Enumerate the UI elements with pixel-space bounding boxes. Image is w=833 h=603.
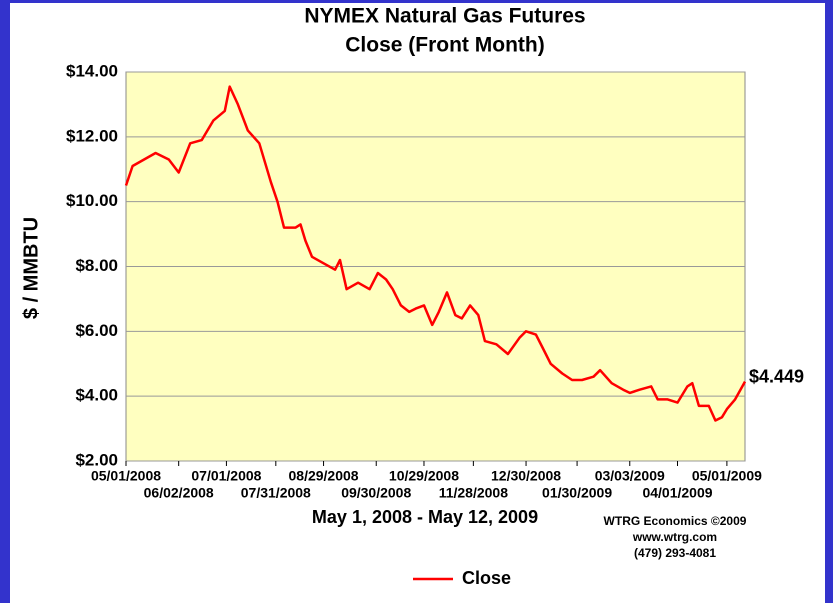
x-tick-label: 03/03/2009 xyxy=(595,468,665,484)
frame-left xyxy=(0,0,10,603)
frame-right xyxy=(825,0,833,603)
chart-subtitle: Close (Front Month) xyxy=(345,34,544,57)
y-tick-label: $8.00 xyxy=(75,256,118,275)
credit: www.wtrg.com xyxy=(632,530,717,544)
credit: (479) 293-4081 xyxy=(634,546,716,560)
y-tick-label: $6.00 xyxy=(75,321,118,340)
y-tick-label: $10.00 xyxy=(66,191,118,210)
x-tick-label: 12/30/2008 xyxy=(491,468,561,484)
x-tick-label: 08/29/2008 xyxy=(289,468,359,484)
x-tick-label: 07/01/2008 xyxy=(191,468,261,484)
chart-title: NYMEX Natural Gas Futures xyxy=(304,5,585,28)
x-tick-label: 01/30/2009 xyxy=(542,485,612,501)
x-tick-label: 09/30/2008 xyxy=(341,485,411,501)
series-line xyxy=(124,85,747,422)
end-annotation: $4.449 xyxy=(749,366,804,386)
y-axis-label: $ / MMBTU xyxy=(20,217,42,319)
x-tick-label: 04/01/2009 xyxy=(642,485,712,501)
x-tick-label: 06/02/2008 xyxy=(144,485,214,501)
y-tick-label: $4.00 xyxy=(75,386,118,405)
y-tick-label: $14.00 xyxy=(66,61,118,80)
x-tick-label: 11/28/2008 xyxy=(439,485,509,501)
y-tick-label: $2.00 xyxy=(75,450,118,469)
x-tick-label: 07/31/2008 xyxy=(241,485,311,501)
legend-label: Close xyxy=(462,568,511,588)
y-tick-label: $12.00 xyxy=(66,126,118,145)
x-tick-label: 05/01/2008 xyxy=(91,468,161,484)
credit: WTRG Economics ©2009 xyxy=(604,514,747,528)
frame-top xyxy=(0,0,833,3)
x-tick-label: 05/01/2009 xyxy=(692,468,762,484)
x-axis-label: May 1, 2008 - May 12, 2009 xyxy=(312,507,538,527)
x-tick-label: 10/29/2008 xyxy=(389,468,459,484)
